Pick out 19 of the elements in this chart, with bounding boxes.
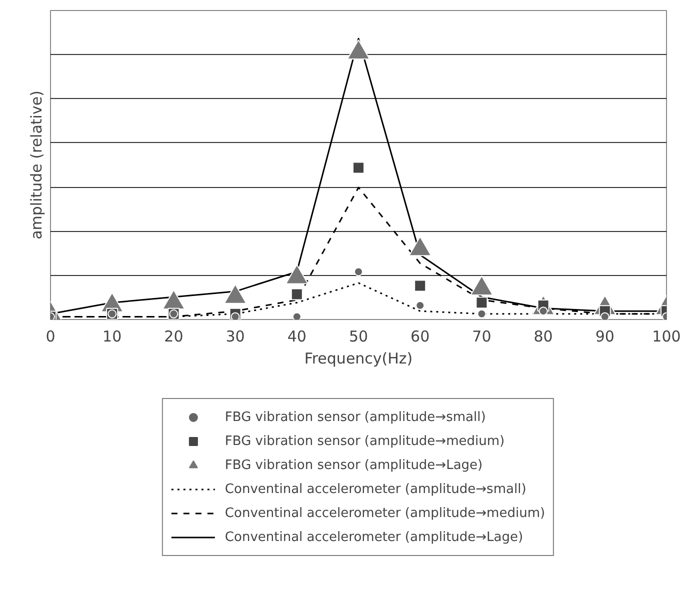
x-tick-label: 30 [226, 328, 245, 346]
x-tick-label: 60 [410, 328, 430, 346]
y-axis-title: amplitude (relative) [28, 90, 46, 240]
x-tick-label: 10 [102, 328, 122, 346]
legend-label: Conventinal accelerometer (amplitude→small) [224, 480, 526, 498]
legend-label: FBG vibration sensor (amplitude→medium) [224, 432, 505, 450]
x-axis-title: Frequency(Hz) [304, 350, 413, 368]
legend-label: FBG vibration sensor (amplitude→Lage) [224, 456, 483, 474]
x-tick-label: 100 [652, 328, 681, 346]
x-tick-label: 40 [287, 328, 306, 346]
x-tick-label: 80 [534, 328, 553, 346]
legend-label: Conventinal accelerometer (amplitude→medium) [224, 504, 546, 522]
legend-label: Conventinal accelerometer (amplitude→Lage) [224, 528, 524, 546]
x-tick-label: 90 [595, 328, 614, 346]
x-tick-label: 20 [164, 328, 184, 346]
x-tick-label: 70 [472, 328, 492, 346]
x-tick-label: 50 [348, 328, 368, 346]
x-tick-label: 0 [46, 328, 56, 346]
legend-label: FBG vibration sensor (amplitude→small) [224, 408, 486, 426]
